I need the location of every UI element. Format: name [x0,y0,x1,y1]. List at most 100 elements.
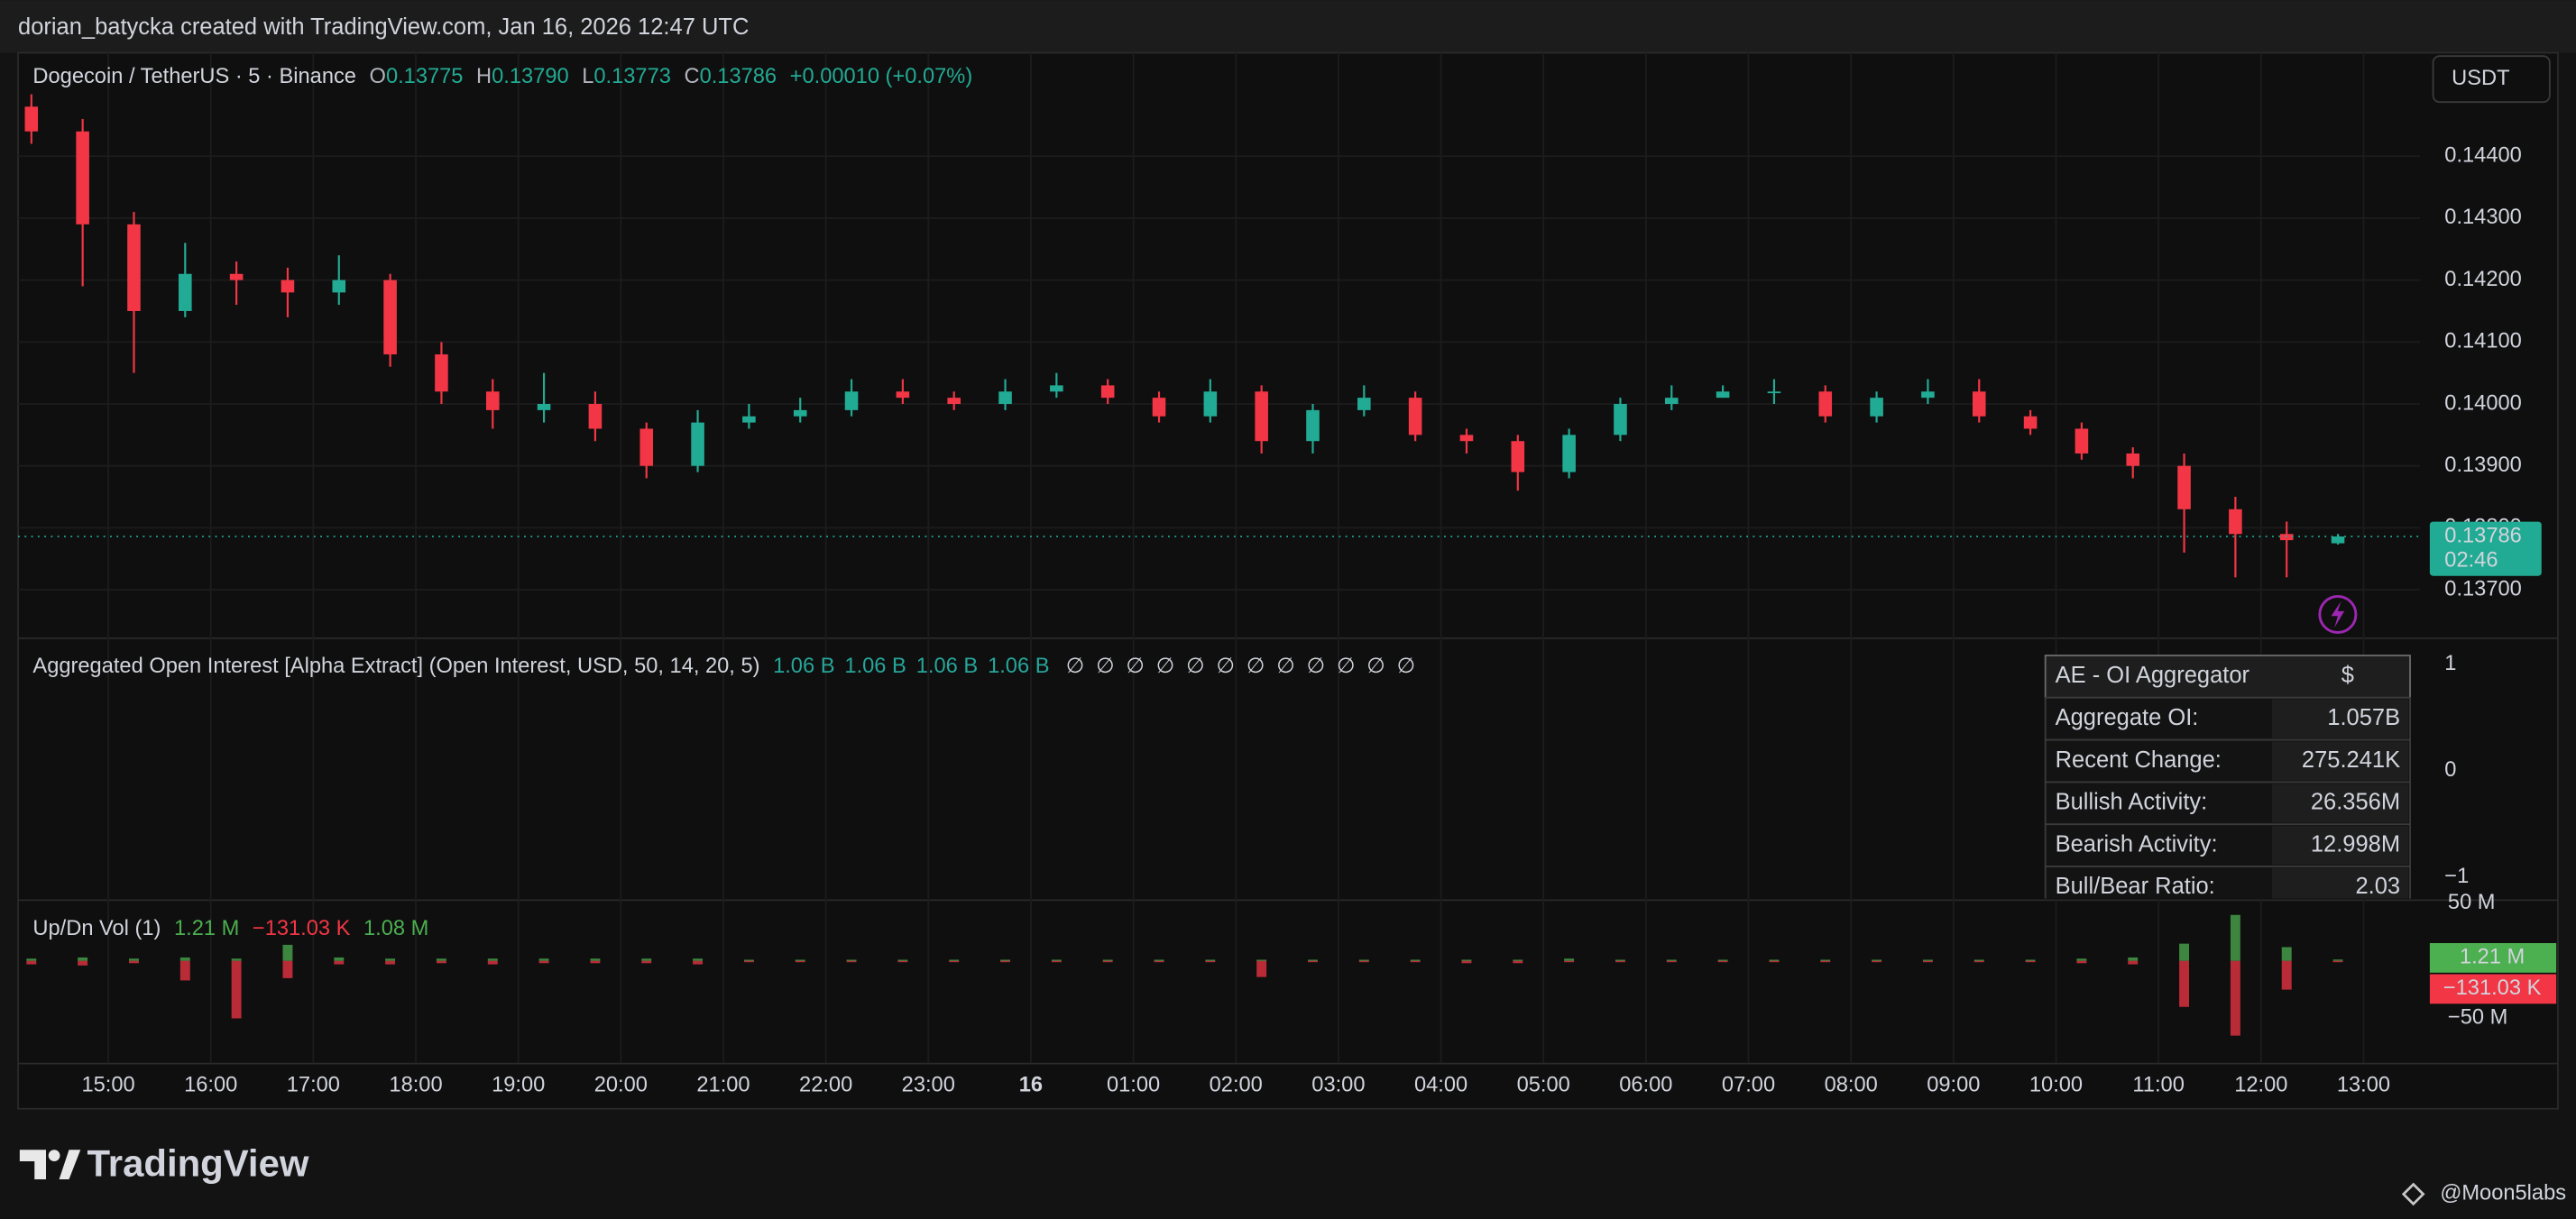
oi-legend-value: 1.06 B [844,655,906,678]
volume-bar [78,960,88,966]
volume-bar [231,958,242,961]
volume-bar [179,957,190,961]
volume-bar [1922,959,1933,961]
y-tick-label: 50 M [2448,891,2496,914]
candle-body [435,354,448,392]
candle-body [1459,435,1474,442]
y-tick-label: 0 [2444,758,2456,782]
candle-body [1050,385,1063,392]
table-value-bg [2272,867,2409,899]
logo-shape [19,1150,46,1180]
volume-bar [1308,960,1318,963]
candle-body [281,280,295,293]
volume-bar [1256,959,1267,961]
y-tick-label: 0.13900 [2444,454,2522,477]
candle-body [1614,404,1627,435]
x-tick-label: 07:00 [1722,1073,1775,1096]
volume-bar [1717,959,1728,961]
candle-body [947,398,961,405]
candle-body [332,280,346,293]
candle-body [1306,409,1320,442]
currency-button[interactable] [2432,55,2551,104]
volume-bar [2332,960,2343,963]
candle-body [485,391,500,410]
volume-bar [2128,960,2139,965]
oi-legend-empty: ∅ [1366,655,1385,678]
table-row-value: 2.03 [2355,874,2400,899]
volume-bar [538,960,549,964]
alert-bolt[interactable] [2331,600,2345,628]
volume-tag [2429,974,2557,1004]
volume-bar [436,960,446,964]
candle-body [537,404,551,410]
alert-icon[interactable] [2318,594,2358,634]
table-row-label: Bullish Activity: [2056,790,2208,815]
volume-bar [2025,959,2036,961]
volume-bar [179,960,190,981]
candle-body [1357,398,1371,410]
volume-bar [949,959,960,961]
volume-bar [1308,959,1318,961]
x-tick-label: 12:00 [2234,1073,2287,1096]
candle-body [896,391,910,399]
oi-legend-empty: ∅ [1337,655,1356,678]
candle-body [229,273,244,280]
oi-legend-empty: ∅ [1126,655,1145,678]
volume-bar [1154,960,1164,963]
logo-shape [48,1150,60,1161]
x-tick-label: 09:00 [1927,1073,1980,1096]
x-tick-label: 13:00 [2337,1073,2390,1096]
oi-legend-empty: ∅ [1156,655,1175,678]
candle-body [742,416,756,423]
volume-tag-label: 1.21 M [2460,946,2525,969]
table-row-value: 26.356M [2311,790,2400,815]
oi-legend-empty: ∅ [1096,655,1115,678]
vol-legend: Up/Dn Vol (1) 1.21 M −131.03 K 1.08 M [32,917,428,940]
volume-bar [1051,960,1062,963]
volume-bar [949,960,960,963]
volume-bar [2281,960,2292,990]
y-tick-label: −50 M [2448,1006,2507,1030]
y-tick-label: −1 [2444,865,2469,888]
table-header-bg [2044,655,2411,699]
volume-bar [1154,959,1164,961]
volume-bar [334,957,345,961]
table-row-label: Recent Change: [2056,747,2222,773]
x-tick-label: 20:00 [594,1073,648,1096]
top-bar [0,0,2576,53]
candle-body [2023,416,2038,429]
volume-bar [487,958,498,961]
oi-legend-empty: ∅ [1066,655,1085,678]
volume-bar [897,959,908,961]
y-tick-label: 0.14400 [2444,143,2522,167]
x-tick-label: 11:00 [2132,1073,2184,1096]
top-bar-text: dorian_batycka created with TradingView.… [18,14,749,40]
candle-body [1511,441,1525,472]
legend-value: 0.13775 [386,65,464,88]
volume-bar [1461,960,1472,964]
y-tick-label: 0.14300 [2444,206,2522,229]
x-tick-label: 06:00 [1619,1073,1672,1096]
currency-label[interactable]: USDT [2452,67,2509,90]
volume-bar [2230,960,2240,1036]
candle-body [1255,391,1268,442]
volume-bar [1102,960,1113,963]
chart-frame [17,51,2559,1110]
candle-body [844,391,859,410]
volume-bar [2076,960,2087,964]
x-tick-label: 03:00 [1311,1073,1365,1096]
volume-bar [231,960,242,1019]
x-tick-label: 16:00 [184,1073,237,1096]
volume-bar [1102,959,1113,961]
brand-name: TradingView [87,1142,309,1185]
last-price-label: 0.13786 [2444,524,2522,547]
vol-down-value: −131.03 K [253,917,351,940]
volume-bar [26,960,37,965]
candle-body [1203,391,1218,417]
volume-bar [1358,959,1369,961]
table-row-label: Bull/Bear Ratio: [2056,874,2215,899]
alert-circle[interactable] [2318,594,2358,634]
legend-key: C [684,65,699,88]
